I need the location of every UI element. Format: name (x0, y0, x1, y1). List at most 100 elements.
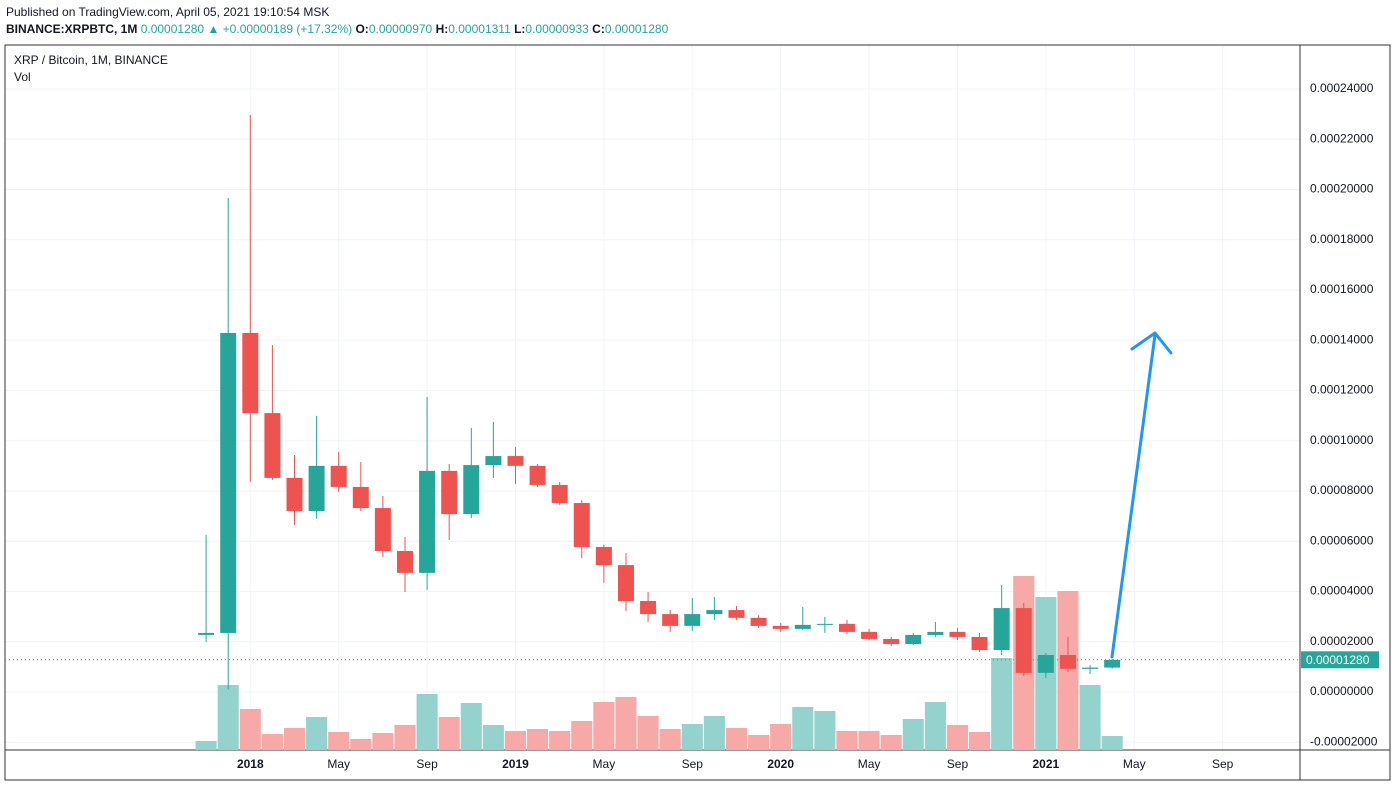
y-tick-label: 0.00012000 (1310, 383, 1374, 397)
grid (5, 45, 1300, 750)
ohlc-label: O: (355, 22, 369, 36)
legend-title: XRP / Bitcoin, 1M, BINANCE (14, 53, 168, 67)
volume-bar (681, 724, 703, 750)
y-tick-label: 0.00020000 (1310, 182, 1374, 196)
y-tick-label: 0.00014000 (1310, 332, 1374, 346)
volume-bar (504, 731, 527, 750)
frame (4, 44, 1391, 781)
ohlc-value: 0.00001280 (604, 22, 669, 36)
volume-bar (460, 703, 482, 750)
candle-body (838, 623, 855, 632)
candle-body (684, 614, 701, 626)
candle-body (905, 634, 922, 644)
candle-body (595, 546, 612, 566)
y-tick-label: 0.00002000 (1310, 634, 1374, 648)
volume-bar (814, 711, 836, 750)
y-tick-label: 0.00016000 (1310, 282, 1374, 296)
candle-body (927, 631, 944, 635)
x-tick-label: Sep (682, 757, 704, 771)
ohlc-label: L: (514, 22, 526, 36)
x-tick-label: Sep (947, 757, 969, 771)
candle-body (485, 456, 502, 466)
volume-bar (770, 724, 792, 750)
y-tick-label: 0.00024000 (1310, 81, 1374, 95)
candle-body (308, 465, 325, 512)
ohlc-value: 0.00000970 (368, 22, 433, 36)
y-tick-label: 0.00008000 (1310, 483, 1374, 497)
y-tick-label: 0.00018000 (1310, 232, 1374, 246)
candle-body (198, 632, 215, 635)
ohlc-value: 0.00001311 (448, 22, 511, 36)
candle-body (662, 614, 679, 626)
volume-bar (372, 733, 394, 750)
candle-body (396, 551, 413, 573)
x-tick-label: May (327, 757, 350, 771)
x-tick-label: May (858, 757, 881, 771)
volume-bar (328, 732, 350, 750)
candle-body (551, 484, 568, 504)
ohlc-value: 0.00000933 (525, 22, 589, 36)
x-tick-label: 2019 (502, 757, 529, 771)
header: Published on TradingView.com, April 05, … (6, 4, 668, 38)
volume-bar (924, 702, 946, 750)
volume-bar (637, 716, 659, 750)
candle-body (1037, 655, 1054, 673)
volume-bar (306, 717, 328, 750)
volume-bar (748, 735, 770, 750)
arrow-up: ▲ (207, 22, 220, 36)
candle-body (1059, 655, 1076, 669)
volume-bar (261, 734, 283, 750)
volume-bar (1101, 736, 1123, 750)
volume-bar (416, 694, 438, 750)
candle-body (772, 625, 789, 629)
candle-body (750, 617, 767, 626)
annotation-arrow (1110, 331, 1173, 659)
volume-bar (836, 731, 858, 750)
x-tick-label: Sep (416, 757, 438, 771)
change: +0.00000189 (+17.32%) (222, 22, 353, 36)
y-tick-label: 0.00004000 (1310, 584, 1374, 598)
candle-body (640, 601, 657, 615)
volume-bar (593, 702, 615, 750)
volume-bar (549, 731, 571, 750)
x-tick-label: 2021 (1033, 757, 1060, 771)
last-price-label: 0.00001280 (1306, 653, 1370, 667)
y-tick-label: 0.00010000 (1310, 433, 1374, 447)
candle-body (1082, 667, 1099, 669)
volume-bar (239, 709, 261, 750)
volume-bar (350, 739, 372, 750)
candle-body (728, 610, 745, 618)
y-tick-label: 0.00006000 (1310, 533, 1374, 547)
candle-body (286, 477, 303, 512)
volume-bar (858, 731, 880, 750)
published-line: Published on TradingView.com, April 05, … (6, 5, 330, 19)
symbol-line: BINANCE:XRPBTC, 1M 0.00001280 ▲ +0.00000… (6, 21, 668, 38)
volume-bar (792, 707, 814, 750)
candle-body (529, 465, 546, 485)
volume-bar (571, 721, 593, 750)
candle-body (861, 631, 878, 639)
volume-bar (482, 725, 504, 750)
x-tick-label: May (593, 757, 616, 771)
ohlc-label: H: (435, 22, 449, 36)
candle-body (617, 565, 634, 602)
volume-bar (394, 725, 416, 750)
volume-bar (217, 685, 239, 750)
ohlc-label: C: (592, 22, 605, 36)
candle-body (816, 623, 833, 625)
volume-bar (946, 725, 969, 750)
volume-bar (1079, 685, 1101, 750)
candle-body (993, 608, 1010, 651)
volume-bar (902, 719, 924, 750)
candle-body (794, 624, 811, 629)
candle-body (706, 610, 723, 615)
volume-bar (527, 729, 549, 750)
candle-body (441, 470, 458, 515)
candle-body (1015, 608, 1032, 673)
candle-body (573, 503, 590, 547)
candle-body (264, 413, 281, 478)
candle-body (1104, 659, 1121, 668)
last-price-badge (1301, 651, 1379, 669)
volume-bar (659, 729, 681, 750)
